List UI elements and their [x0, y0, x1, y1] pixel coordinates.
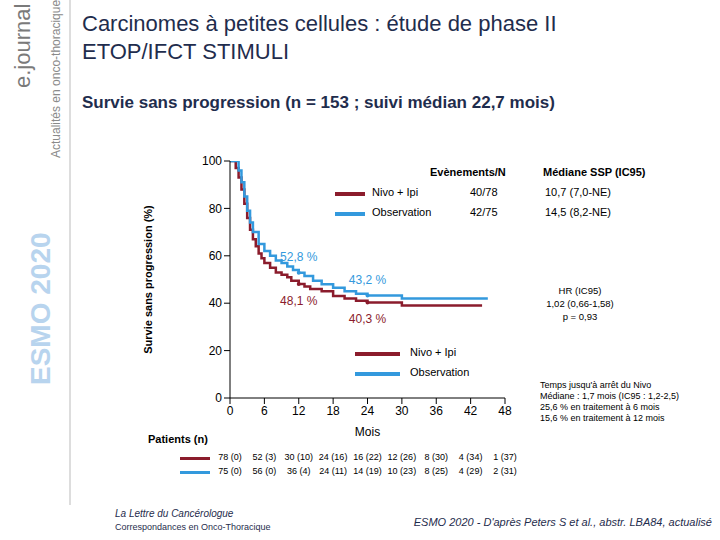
html-text:2 (31): 2 (31) [493, 466, 517, 476]
svg-text:36: 36 [430, 404, 444, 418]
html-text:Médiane SSP (IC95): Médiane SSP (IC95) [543, 166, 646, 178]
html-text:78 (0): 78 (0) [218, 452, 242, 462]
html-text:Temps jusqu'à arrêt du Nivo: Temps jusqu'à arrêt du Nivo [540, 380, 652, 390]
svg-text:42: 42 [464, 404, 478, 418]
html-text:10,7 (7,0-NE): 10,7 (7,0-NE) [545, 186, 611, 198]
html-text:HR (IC95): HR (IC95) [558, 285, 602, 296]
html-text:24 (16): 24 (16) [318, 452, 348, 462]
svg-text:0: 0 [215, 391, 222, 405]
html-text:25,6 % en traitement à 6 mois: 25,6 % en traitement à 6 mois [540, 402, 660, 412]
html-text:Survie sans progression (n = 1: Survie sans progression (n = 153 ; suivi… [82, 93, 555, 112]
html-text:Carcinomes à petites cellules: Carcinomes à petites cellules : étude de… [82, 11, 557, 64]
html-text:4 (29): 4 (29) [458, 466, 483, 476]
html-text:14 (19): 14 (19) [353, 466, 382, 476]
html-text:15,6 % en traitement à 12 mois: 15,6 % en traitement à 12 mois [540, 413, 665, 423]
html-text:56 (0): 56 (0) [252, 466, 277, 476]
svg-text:20: 20 [209, 344, 223, 358]
svg-text:Survie sans progression (%): Survie sans progression (%) [142, 205, 154, 354]
svg-text:12: 12 [292, 404, 306, 418]
html-text:Patients (n): Patients (n) [148, 433, 208, 445]
html-text:Nivo + Ipi: Nivo + Ipi [410, 346, 457, 358]
svg-text:Mois: Mois [355, 425, 380, 439]
svg-text:40: 40 [209, 296, 223, 310]
html-text:30 (10): 30 (10) [284, 452, 313, 462]
svg-text:0: 0 [227, 404, 234, 418]
html-text:24 (11): 24 (11) [319, 466, 348, 476]
svg-text:24: 24 [361, 404, 375, 418]
svg-text:40,3 %: 40,3 % [349, 312, 387, 326]
html-text:p = 0,93: p = 0,93 [562, 311, 598, 322]
html-text:42/75: 42/75 [470, 206, 498, 218]
svg-text:Actualités en onco-thoracique: Actualités en onco-thoracique [49, 0, 63, 158]
html-text:Médiane : 1,7 mois (IC95 : 1,2: Médiane : 1,7 mois (IC95 : 1,2-2,5) [540, 391, 680, 401]
html-text:1,02 (0,66-1,58): 1,02 (0,66-1,58) [546, 298, 614, 309]
svg-text:e.journal: e.journal [10, 4, 35, 88]
html-text:Observation: Observation [372, 206, 432, 218]
html-text:4 (34): 4 (34) [458, 452, 483, 462]
svg-text:52,8 %: 52,8 % [280, 250, 318, 264]
svg-text:6: 6 [261, 404, 268, 418]
html-text:ESMO 2020 - D'après Peters S e: ESMO 2020 - D'après Peters S et al., abs… [413, 516, 712, 528]
html-text:Observation: Observation [410, 366, 470, 378]
html-text:12 (26): 12 (26) [387, 452, 417, 462]
svg-text:43,2 %: 43,2 % [349, 273, 387, 287]
html-text:14,5 (8,2-NE): 14,5 (8,2-NE) [545, 206, 611, 218]
html-text:10 (23): 10 (23) [387, 466, 417, 476]
svg-text:100: 100 [202, 154, 222, 168]
html-text:La Lettre du Cancérologue: La Lettre du Cancérologue [115, 508, 234, 519]
html-text:40/78: 40/78 [470, 186, 498, 198]
svg-text:80: 80 [209, 202, 223, 216]
html-text:36 (4): 36 (4) [287, 466, 311, 476]
html-text:52 (3): 52 (3) [252, 452, 277, 462]
html-text:1 (37): 1 (37) [493, 452, 517, 462]
html-text:Correspondances en Onco-Thorac: Correspondances en Onco-Thoracique [115, 522, 271, 532]
svg-text:60: 60 [209, 249, 223, 263]
html-text:75 (0): 75 (0) [218, 466, 242, 476]
svg-text:30: 30 [395, 404, 409, 418]
svg-text:48: 48 [498, 404, 512, 418]
html-text:Evènements/N: Evènements/N [430, 166, 506, 178]
html-text:8 (30): 8 (30) [424, 452, 448, 462]
html-text:16 (22): 16 (22) [353, 452, 382, 462]
svg-text:ESMO 2020: ESMO 2020 [25, 232, 56, 385]
html-text:8 (25): 8 (25) [424, 466, 448, 476]
html-text:Nivo + Ipi: Nivo + Ipi [372, 186, 419, 198]
svg-text:48,1 %: 48,1 % [280, 294, 318, 308]
svg-text:18: 18 [326, 404, 340, 418]
